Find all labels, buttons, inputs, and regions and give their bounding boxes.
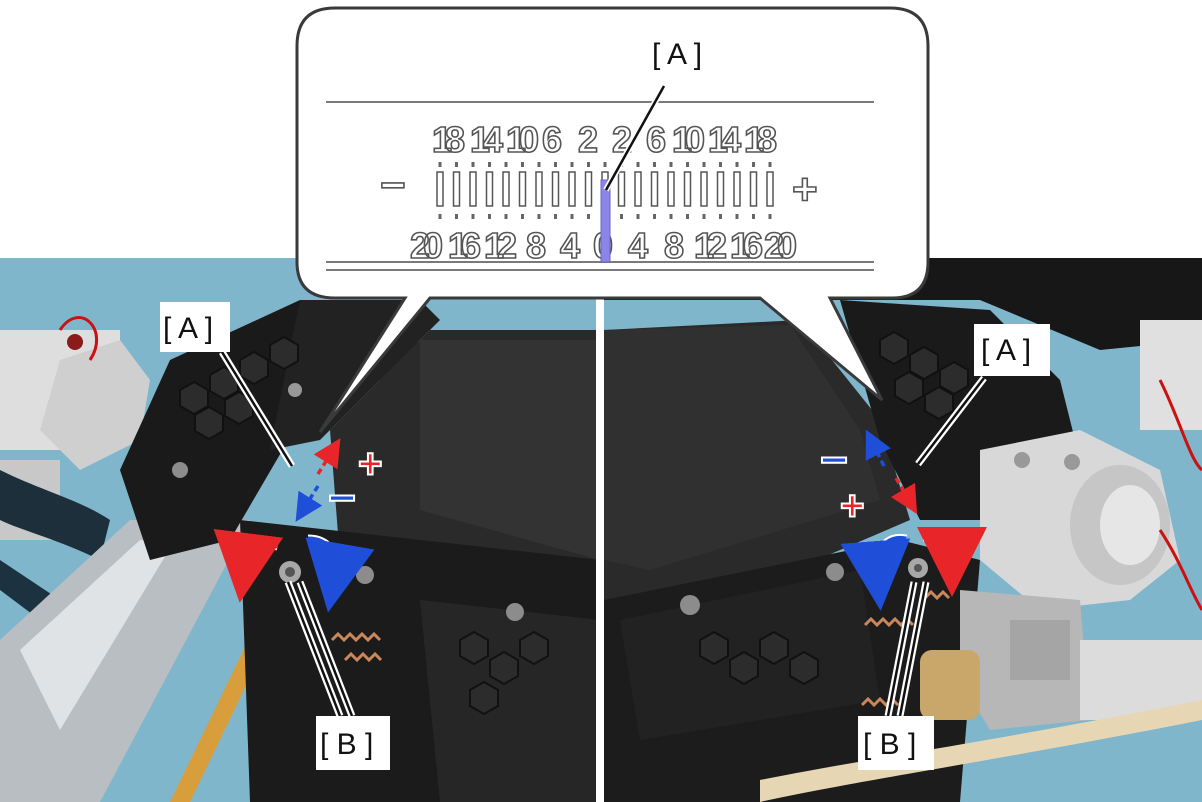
scale-tick-bar — [518, 171, 527, 207]
scale-plus-sign: + — [792, 165, 818, 214]
scale-tick-dot — [537, 214, 541, 219]
scale-tick-bar — [551, 171, 560, 207]
scale-tick-bar — [766, 171, 774, 207]
scale-tick-bar — [650, 171, 659, 207]
scale-tick-dot — [554, 162, 557, 167]
right-plus-sign: + — [840, 482, 865, 529]
callout-label-a: [ A ] — [652, 38, 702, 71]
scale-minus-sign: − — [380, 161, 406, 210]
scale-tick-dot — [455, 214, 458, 219]
scale-tick-bar — [749, 171, 758, 207]
scale-tick-bar — [634, 171, 642, 207]
scale-tick-bar — [683, 171, 692, 207]
left-label-a-box — [160, 302, 230, 352]
scale-tick-dot — [768, 214, 772, 219]
scale-tick-dot — [702, 162, 706, 167]
scale-tick-dot — [438, 162, 442, 167]
scale-tick-dot — [455, 162, 458, 167]
scale-tick-dot — [735, 162, 739, 167]
scale-tick-bar — [716, 171, 725, 207]
scale-tick-dot — [686, 162, 689, 167]
left-annotations: [ A ] [ B ] + − — [160, 302, 390, 770]
scale-tick-bar — [584, 171, 593, 207]
scale-tick-dot — [669, 162, 673, 167]
left-label-b-box — [316, 716, 390, 770]
scale-tick-dot — [653, 162, 656, 167]
right-label-a-box — [974, 324, 1050, 376]
scale-indicator — [600, 179, 611, 263]
scale-tick-dot — [719, 162, 722, 167]
right-rotate-plus-arrow — [916, 526, 987, 597]
left-plus-sign: + — [358, 440, 383, 487]
scale-tick-dot — [636, 214, 640, 219]
scale-tick-dot — [620, 214, 623, 219]
left-arrow-plus-direction — [313, 438, 341, 475]
scale-tick-dot — [570, 162, 574, 167]
scale-tick-dot — [570, 214, 574, 219]
scale-tick-dot — [471, 162, 475, 167]
scale-tick-dot — [636, 162, 640, 167]
photo-divider — [596, 258, 604, 802]
scale-tick-dot — [653, 214, 656, 219]
scale-tick-dot — [752, 162, 755, 167]
right-label-b-box — [858, 716, 934, 770]
left-rotate-minus-arrow — [305, 536, 375, 613]
left-photo — [0, 258, 600, 802]
right-label-b: [ B ] — [863, 728, 916, 761]
scale-tick-bar — [436, 171, 444, 207]
right-label-a: [ A ] — [981, 334, 1031, 367]
left-arrow-minus-direction — [295, 485, 323, 522]
right-leader-a — [917, 377, 985, 465]
scale-tick-dot — [504, 162, 508, 167]
right-minus-sign: − — [820, 434, 848, 487]
scale-tick-dot — [669, 214, 673, 219]
left-label-b: [ B ] — [320, 728, 373, 761]
scale-tick-dot — [768, 162, 772, 167]
left-leader-b — [286, 581, 342, 717]
scale-tick-bar — [617, 171, 626, 207]
scale-tick-dot — [719, 214, 722, 219]
scale-tick-dot — [521, 214, 524, 219]
right-arrow-plus-direction — [890, 477, 918, 515]
scale-tick-dot — [488, 214, 491, 219]
scale-tick-bar — [700, 171, 708, 207]
scale-tick-bar — [469, 171, 477, 207]
right-annotations: [ A ] [ B ] − + — [819, 324, 1050, 770]
scale-tick-dot — [471, 214, 475, 219]
scale-tick-dot — [537, 162, 541, 167]
left-rotate-plus-arrow — [213, 528, 284, 603]
scale-tick-bar — [568, 171, 576, 207]
right-leader-b — [898, 581, 928, 717]
scale-callout: 18 14 10 6 2 2 6 10 14 18 − + 20 16 12 8… — [295, 6, 930, 433]
scale-tick-dot — [587, 162, 590, 167]
callout-leader-line — [604, 85, 666, 191]
right-rotate-minus-arrow — [840, 535, 911, 611]
scale-tick-bar — [502, 171, 510, 207]
scale-tick-bar — [733, 171, 741, 207]
scale-tick-bar — [667, 171, 675, 207]
scale-tick-dot — [587, 214, 590, 219]
scale-tick-bar — [535, 171, 543, 207]
scale-tick-dot — [603, 162, 607, 167]
right-arrow-minus-direction — [865, 429, 891, 467]
left-leader-a — [220, 351, 294, 467]
scale-tick-dot — [521, 162, 524, 167]
scale-tick-dot — [488, 162, 491, 167]
scale-tick-bar — [485, 171, 494, 207]
scale-tick-dot — [686, 214, 689, 219]
scale-tick-bar — [452, 171, 461, 207]
scale-tick-dot — [504, 214, 508, 219]
scale-tick-dot — [735, 214, 739, 219]
scale-tick-dot — [438, 214, 442, 219]
left-minus-sign: − — [328, 472, 356, 525]
scale-tick-dot — [554, 214, 557, 219]
scale-tick-dot — [702, 214, 706, 219]
scale-tick-dot — [752, 214, 755, 219]
left-label-a: [ A ] — [163, 312, 213, 345]
